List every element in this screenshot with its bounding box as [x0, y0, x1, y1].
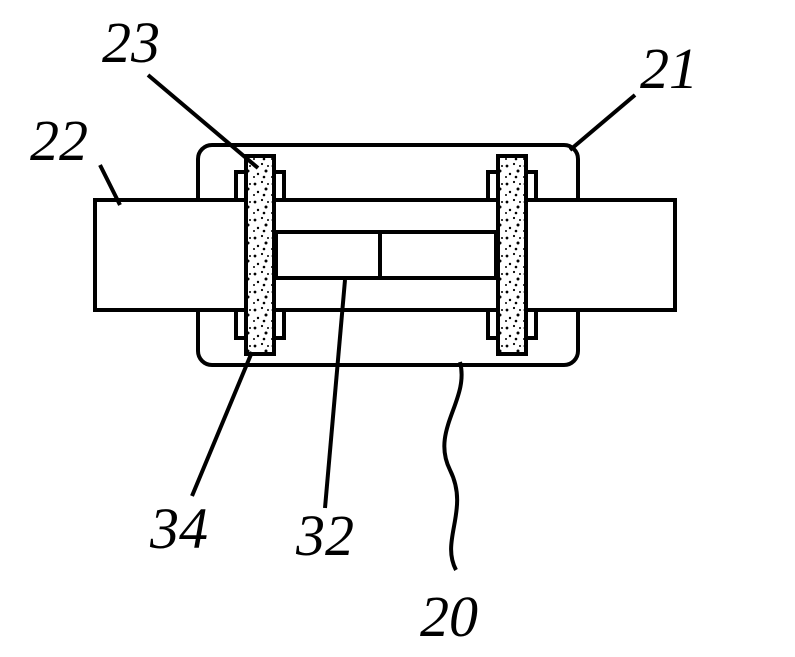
plate-23-right	[498, 156, 526, 354]
plate-23-left	[246, 156, 274, 354]
label-22: 22	[30, 108, 88, 173]
leader-l21	[570, 95, 635, 150]
inner-bar-32	[276, 232, 496, 278]
leader-l34	[192, 352, 252, 496]
leadwire-20	[444, 362, 461, 570]
label-32: 32	[295, 503, 354, 568]
label-20: 20	[420, 584, 478, 649]
label-34: 34	[149, 496, 208, 561]
label-21: 21	[640, 36, 698, 101]
label-23: 23	[102, 10, 160, 75]
